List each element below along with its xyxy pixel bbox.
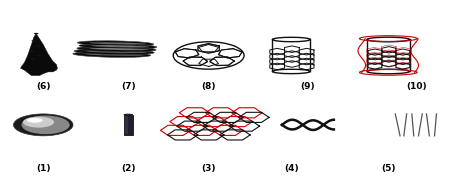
Ellipse shape <box>367 37 410 42</box>
Ellipse shape <box>85 53 143 56</box>
Text: (1): (1) <box>36 164 50 173</box>
Bar <box>124 115 133 135</box>
Ellipse shape <box>30 58 35 60</box>
Text: (6): (6) <box>36 82 50 91</box>
Ellipse shape <box>36 46 41 47</box>
Text: (4): (4) <box>284 164 299 173</box>
Ellipse shape <box>77 46 156 52</box>
Ellipse shape <box>23 117 54 128</box>
Ellipse shape <box>37 55 42 56</box>
Ellipse shape <box>13 114 73 136</box>
Ellipse shape <box>367 69 410 74</box>
Ellipse shape <box>29 51 34 53</box>
Polygon shape <box>20 33 57 76</box>
Text: (8): (8) <box>201 82 216 91</box>
Text: (2): (2) <box>121 164 136 173</box>
Ellipse shape <box>273 69 310 74</box>
Text: (9): (9) <box>301 82 315 91</box>
Ellipse shape <box>74 49 154 55</box>
Ellipse shape <box>34 33 38 34</box>
Ellipse shape <box>273 37 310 42</box>
Ellipse shape <box>21 116 70 134</box>
Ellipse shape <box>77 41 154 46</box>
Ellipse shape <box>79 43 157 49</box>
Ellipse shape <box>31 40 36 42</box>
Text: (7): (7) <box>121 82 136 91</box>
Ellipse shape <box>89 48 148 50</box>
Ellipse shape <box>91 45 149 47</box>
Ellipse shape <box>27 118 43 123</box>
Ellipse shape <box>73 52 151 57</box>
Text: (3): (3) <box>201 164 216 173</box>
Text: (10): (10) <box>406 82 427 91</box>
Text: (5): (5) <box>381 164 395 173</box>
Ellipse shape <box>89 42 146 45</box>
Bar <box>125 116 128 134</box>
Ellipse shape <box>86 51 146 53</box>
Ellipse shape <box>173 42 244 69</box>
Ellipse shape <box>124 114 133 116</box>
